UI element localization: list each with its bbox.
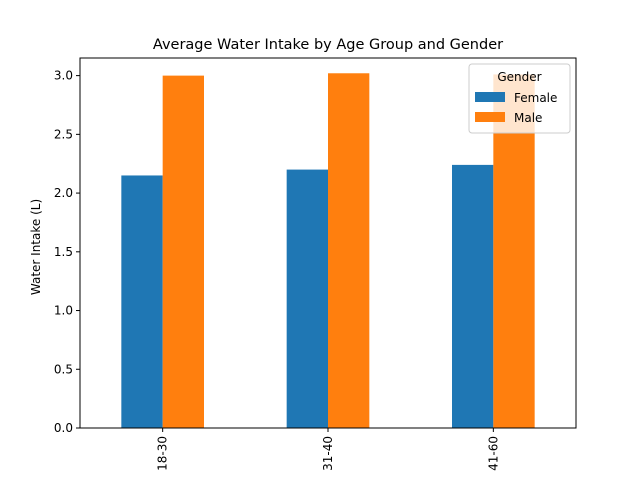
x-tick-label: 31-40 (321, 436, 335, 471)
legend-entries: Female Male (475, 91, 557, 125)
bar-male-18-30 (162, 75, 204, 428)
y-axis-label: Water Intake (L) (29, 199, 43, 295)
legend-label-female: Female (514, 91, 557, 105)
legend: Gender Female Male (468, 63, 571, 134)
y-tick-label: 2.0 (54, 186, 73, 200)
y-tick-label: 0.5 (54, 362, 73, 376)
legend-swatch-female (475, 92, 505, 102)
x-tick-label: 41-60 (486, 436, 500, 471)
x-axis-ticks: 18-30 31-40 41-60 (156, 428, 500, 471)
legend-swatch-male (475, 112, 505, 122)
plot-area-frame (79, 57, 577, 429)
legend-title: Gender (497, 70, 541, 84)
bar-male-31-40 (328, 73, 370, 429)
legend-label-male: Male (514, 111, 542, 125)
bar-female-41-60 (452, 164, 494, 428)
y-axis-ticks: 0.0 0.5 1.0 1.5 2.0 2.5 3.0 (54, 69, 80, 435)
y-tick-label: 1.5 (54, 245, 73, 259)
y-tick-label: 0.0 (54, 421, 73, 435)
chart-title: Average Water Intake by Age Group and Ge… (153, 37, 503, 53)
bars-layer (121, 73, 535, 429)
x-tick-label: 18-30 (156, 436, 170, 471)
bar-female-31-40 (286, 169, 328, 429)
y-tick-label: 2.5 (54, 127, 73, 141)
y-tick-label: 1.0 (54, 304, 73, 318)
bar-female-18-30 (121, 175, 163, 428)
y-tick-label: 3.0 (54, 69, 73, 83)
